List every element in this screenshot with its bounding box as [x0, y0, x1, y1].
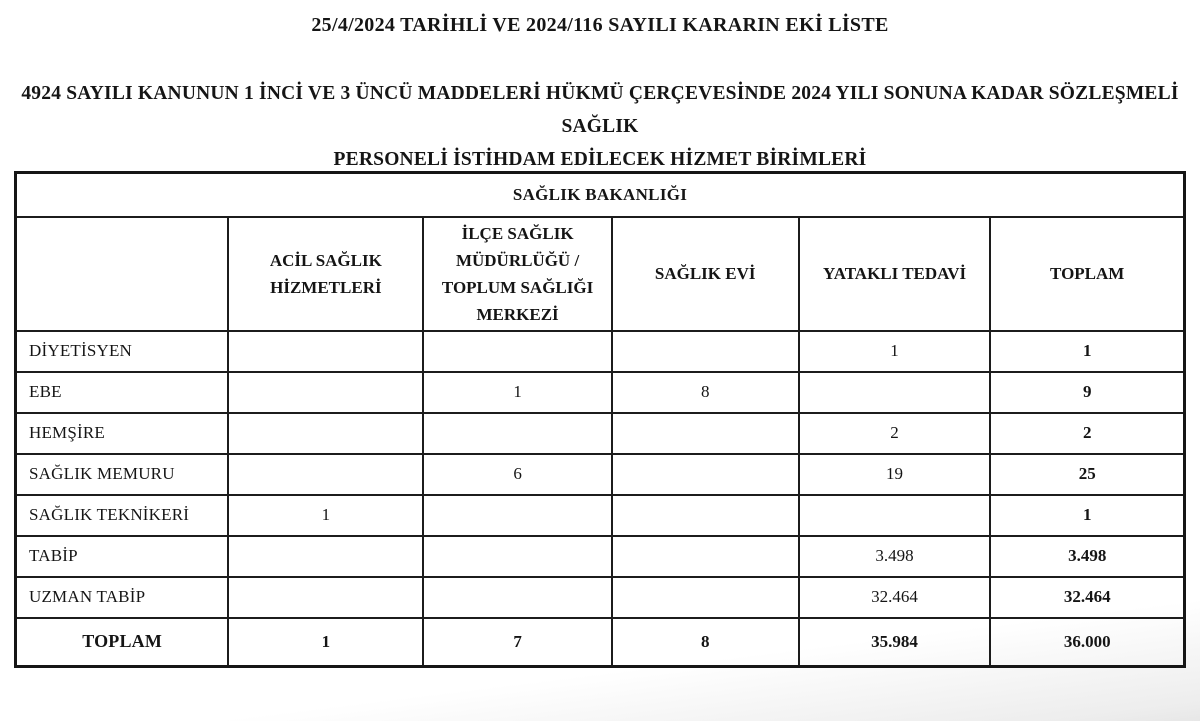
- table-row-uzman-tabip: UZMAN TABİP 32.464 32.464: [14, 575, 1186, 619]
- cell-value: 1: [227, 493, 425, 537]
- health-ministry-table: SAĞLIK BAKANLIĞI ACİL SAĞLIK HİZMETLERİ …: [14, 171, 1186, 668]
- column-header-toplam: TOPLAM: [989, 215, 1186, 332]
- total-cell-value: 36.000: [989, 616, 1186, 668]
- cell-value: 6: [422, 452, 613, 496]
- column-header-saglik-evi: SAĞLIK EVİ: [610, 215, 800, 332]
- cell-value: [422, 411, 613, 455]
- cell-value: 32.464: [989, 575, 1186, 619]
- row-label: EBE: [14, 370, 230, 414]
- table-header: SAĞLIK BAKANLIĞI ACİL SAĞLIK HİZMETLERİ …: [14, 171, 1186, 332]
- table-row-diyetisyen: DİYETİSYEN 1 1: [14, 329, 1186, 373]
- page-subtitle-line-1: 4924 SAYILI KANUNUN 1 İNCİ VE 3 ÜNCÜ MAD…: [21, 83, 1179, 137]
- cell-value: [610, 329, 800, 373]
- cell-value: 19: [797, 452, 992, 496]
- table-row-saglik-memuru: SAĞLIK MEMURU 6 19 25: [14, 452, 1186, 496]
- table-row-ebe: EBE 1 8 9: [14, 370, 1186, 414]
- cell-value: 1: [989, 493, 1186, 537]
- column-header-yatakli-tedavi: YATAKLI TEDAVİ: [797, 215, 992, 332]
- column-header-ilce-saglik: İLÇE SAĞLIK MÜDÜRLÜĞÜ / TOPLUM SAĞLIĞI M…: [422, 215, 613, 332]
- cell-value: 1: [989, 329, 1186, 373]
- table-body: DİYETİSYEN 1 1 EBE 1 8 9 HEMŞİRE 2 2 SAĞ…: [14, 329, 1186, 668]
- cell-value: [227, 575, 425, 619]
- cell-value: [422, 329, 613, 373]
- cell-value: [610, 452, 800, 496]
- cell-value: 1: [797, 329, 992, 373]
- cell-value: 9: [989, 370, 1186, 414]
- total-cell-value: 7: [422, 616, 613, 668]
- row-label: UZMAN TABİP: [14, 575, 230, 619]
- row-label: SAĞLIK MEMURU: [14, 452, 230, 496]
- total-cell-value: 8: [610, 616, 800, 668]
- cell-value: [610, 411, 800, 455]
- table-row-hemsire: HEMŞİRE 2 2: [14, 411, 1186, 455]
- cell-value: [797, 493, 992, 537]
- cell-value: [227, 329, 425, 373]
- table-caption-row: SAĞLIK BAKANLIĞI: [14, 171, 1186, 218]
- row-label: DİYETİSYEN: [14, 329, 230, 373]
- cell-value: 25: [989, 452, 1186, 496]
- cell-value: 3.498: [797, 534, 992, 578]
- total-row-label: TOPLAM: [14, 616, 230, 668]
- cell-value: 3.498: [989, 534, 1186, 578]
- column-header-acil-saglik: ACİL SAĞLIK HİZMETLERİ: [227, 215, 425, 332]
- cell-value: 2: [797, 411, 992, 455]
- cell-value: 1: [422, 370, 613, 414]
- row-label: TABİP: [14, 534, 230, 578]
- cell-value: [797, 370, 992, 414]
- page-subtitle: 4924 SAYILI KANUNUN 1 İNCİ VE 3 ÜNCÜ MAD…: [0, 77, 1200, 176]
- cell-value: [227, 370, 425, 414]
- cell-value: 32.464: [797, 575, 992, 619]
- table-row-saglik-teknikeri: SAĞLIK TEKNİKERİ 1 1: [14, 493, 1186, 537]
- cell-value: [610, 493, 800, 537]
- cell-value: [227, 534, 425, 578]
- column-header-row: ACİL SAĞLIK HİZMETLERİ İLÇE SAĞLIK MÜDÜR…: [14, 215, 1186, 332]
- cell-value: [610, 534, 800, 578]
- row-label: SAĞLIK TEKNİKERİ: [14, 493, 230, 537]
- table-caption: SAĞLIK BAKANLIĞI: [14, 171, 1186, 218]
- column-header-empty: [14, 215, 230, 332]
- row-label: HEMŞİRE: [14, 411, 230, 455]
- cell-value: [422, 575, 613, 619]
- cell-value: [422, 493, 613, 537]
- cell-value: 2: [989, 411, 1186, 455]
- total-cell-value: 35.984: [797, 616, 992, 668]
- cell-value: [610, 575, 800, 619]
- cell-value: [227, 452, 425, 496]
- page-title: 25/4/2024 TARİHLİ VE 2024/116 SAYILI KAR…: [311, 14, 889, 36]
- cell-value: 8: [610, 370, 800, 414]
- page-subtitle-line-2: PERSONELİ İSTİHDAM EDİLECEK HİZMET BİRİM…: [333, 149, 867, 170]
- total-cell-value: 1: [227, 616, 425, 668]
- cell-value: [227, 411, 425, 455]
- cell-value: [422, 534, 613, 578]
- table-row-total: TOPLAM 1 7 8 35.984 36.000: [14, 616, 1186, 668]
- table-row-tabip: TABİP 3.498 3.498: [14, 534, 1186, 578]
